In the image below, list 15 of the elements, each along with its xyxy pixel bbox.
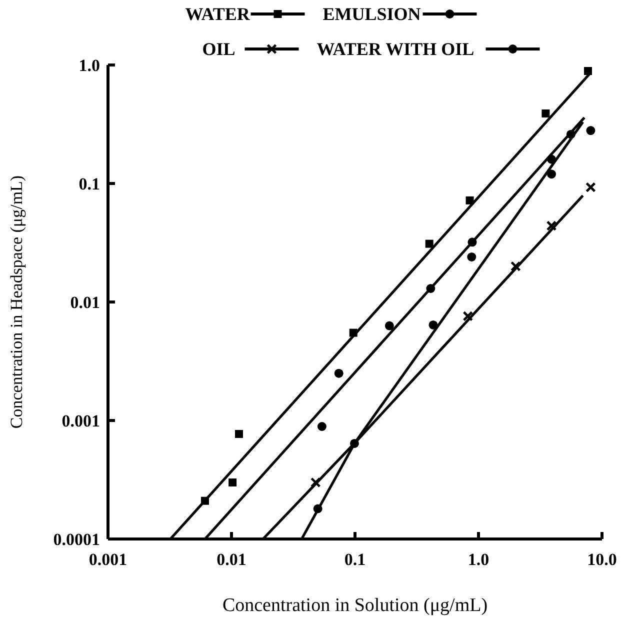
y-tick-label: 0.0001 xyxy=(53,530,100,549)
legend-label: OIL xyxy=(202,39,236,59)
legend-label: WATER xyxy=(185,4,251,24)
legend-label: WATER WITH OIL xyxy=(316,39,474,59)
x-tick-label: 0.1 xyxy=(344,550,366,569)
y-tick-label: 1.0 xyxy=(78,56,100,75)
y-tick-label: 0.01 xyxy=(70,293,100,312)
y-tick-label: 0.001 xyxy=(62,412,100,430)
y-tick-label: 0.1 xyxy=(78,174,100,194)
x-tick-label: 1.0 xyxy=(468,550,490,569)
x-tick-label: 10.0 xyxy=(587,550,617,569)
y-axis-title: Concentration in Headspace (μg/mL) xyxy=(7,175,26,429)
x-axis-title: Concentration in Solution (μg/mL) xyxy=(222,595,488,616)
legend-label: EMULSION xyxy=(322,4,421,24)
x-tick-label: 0.01 xyxy=(216,550,246,569)
